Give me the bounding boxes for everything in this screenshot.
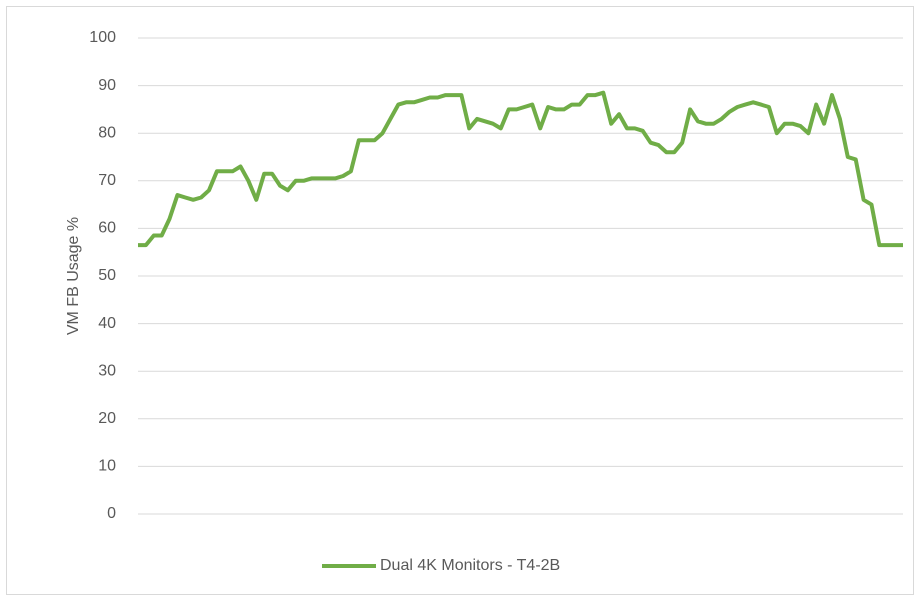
y-tick-label: 10 bbox=[98, 458, 116, 475]
y-tick-label: 50 bbox=[98, 267, 116, 284]
y-tick-label: 20 bbox=[98, 410, 116, 427]
y-tick-label: 60 bbox=[98, 220, 116, 237]
data-line bbox=[138, 90, 903, 248]
y-tick-label: 40 bbox=[98, 315, 116, 332]
y-tick-label: 30 bbox=[98, 362, 116, 379]
y-tick-label: 80 bbox=[98, 124, 116, 141]
y-tick-label: 100 bbox=[89, 29, 116, 46]
y-tick-label: 0 bbox=[107, 505, 116, 522]
legend-label: Dual 4K Monitors - T4-2B bbox=[380, 557, 560, 574]
y-axis-title: VM FB Usage % bbox=[65, 217, 82, 335]
y-tick-label: 90 bbox=[98, 77, 116, 94]
y-tick-label: 70 bbox=[98, 172, 116, 189]
